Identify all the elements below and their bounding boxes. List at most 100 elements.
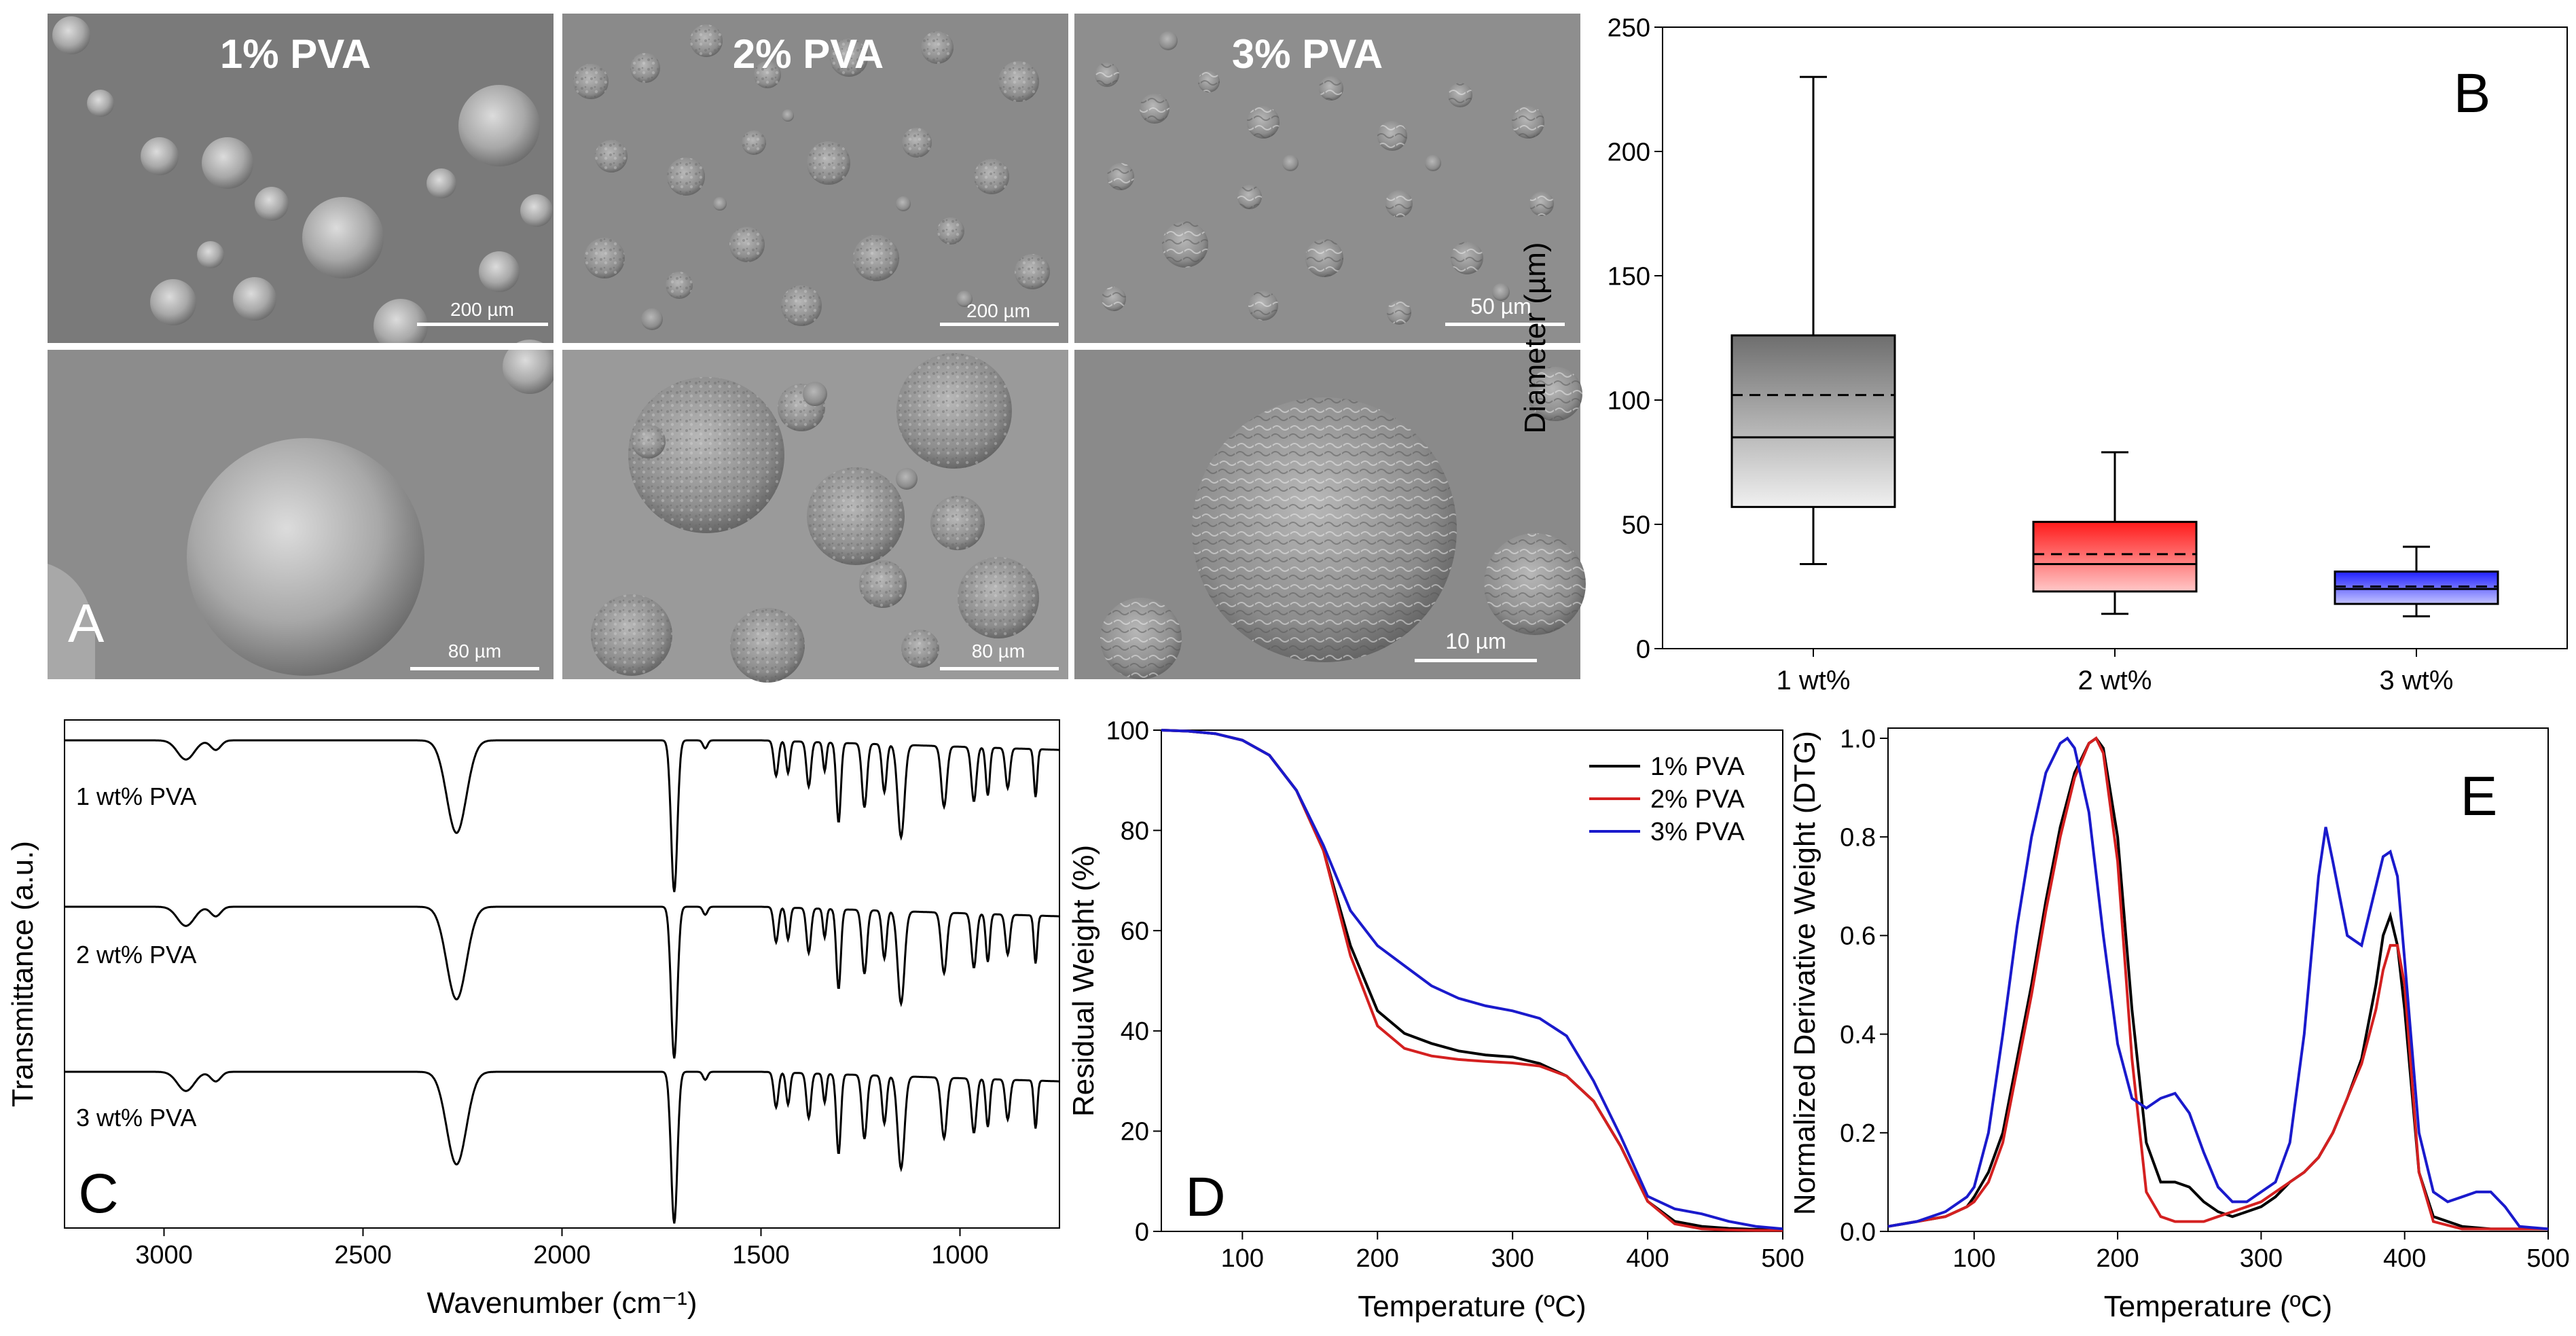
scale-label: 200 µm — [966, 300, 1030, 321]
series-line — [1887, 736, 2549, 1231]
x-tick-label: 3000 — [135, 1241, 193, 1269]
x-tick-label: 400 — [2383, 1244, 2426, 1273]
x-axis-title: Temperature (ºC) — [2104, 1290, 2332, 1323]
y-tick-label: 100 — [1608, 386, 1650, 415]
y-tick-label: 100 — [1106, 717, 1149, 745]
box-iqr — [1730, 334, 1896, 508]
sem-1pct-overview — [48, 14, 554, 353]
microsphere — [187, 438, 424, 676]
box-2 — [2032, 451, 2198, 615]
sem-1pct-closeup — [48, 340, 557, 679]
y-tick-label: 20 — [1121, 1118, 1149, 1147]
y-tick-label: 0.8 — [1840, 824, 1876, 852]
x-tick-label: 1 wt% — [1777, 666, 1851, 696]
panel-e-dtg: 100 200 300 400 500 0.0 0.2 0.4 0.6 0.8 1.0 Tempera… — [1788, 725, 2570, 1323]
microspheres — [573, 24, 1050, 330]
x-tick-label: 3 wt% — [2380, 666, 2454, 696]
y-tick-label: 150 — [1608, 262, 1650, 291]
y-tick-label: 0.2 — [1840, 1119, 1876, 1148]
y-axis-title: Diameter (µm) — [1519, 242, 1552, 433]
sem-2pct-closeup — [562, 350, 1068, 683]
scale-bar — [940, 667, 1059, 670]
x-tick-label: 2 wt% — [2078, 666, 2152, 696]
ftir-line — [65, 739, 1059, 892]
panel-letter: B — [2454, 62, 2491, 124]
scale-label: 50 µm — [1470, 294, 1531, 319]
panel-d-tga: 100 200 300 400 500 0 20 40 60 80 100 Temperature (… — [1067, 717, 1804, 1323]
x-tick-label: 2000 — [533, 1241, 591, 1269]
scale-bar — [410, 667, 539, 670]
series-label: 2 wt% PVA — [76, 941, 196, 969]
x-tick-label: 500 — [2526, 1244, 2569, 1273]
sem-label-1pct: 1% PVA — [220, 31, 371, 77]
panel-a: 1% PVA 2% PVA 3% PVA 200 µm 200 µm 50 µm… — [48, 14, 1586, 683]
series-line — [1161, 729, 1783, 1231]
legend-label: 3% PVA — [1650, 818, 1745, 846]
x-tick-label: 500 — [1761, 1244, 1804, 1273]
scale-label: 80 µm — [448, 640, 501, 662]
x-tick-label: 200 — [1356, 1244, 1399, 1273]
x-tick-label: 300 — [1491, 1244, 1534, 1273]
x-tick-label: 400 — [1626, 1244, 1669, 1273]
panel-letter: E — [2461, 765, 2498, 827]
y-axis-title: Transmittance (a.u.) — [6, 841, 39, 1107]
sem-2pct-overview — [562, 14, 1068, 343]
y-tick-label: 0 — [1135, 1218, 1149, 1246]
microspheres — [591, 353, 1039, 683]
series-label: 3 wt% PVA — [76, 1104, 196, 1132]
scale-label: 200 µm — [450, 299, 514, 320]
x-tick-label: 100 — [1221, 1244, 1264, 1273]
y-tick-label: 0 — [1636, 635, 1650, 664]
microspheres — [1095, 31, 1554, 325]
panel-letter-a: A — [68, 593, 105, 653]
ftir-line — [65, 1070, 1059, 1224]
scale-bar — [417, 323, 548, 326]
y-tick-label: 80 — [1121, 817, 1149, 846]
y-tick-label: 0.6 — [1840, 922, 1876, 951]
plot-frame — [1887, 727, 2549, 1232]
microspheres — [52, 16, 553, 353]
y-axis-title: Normalized Derivative Weight (DTG) — [1788, 731, 1821, 1215]
x-axis-title: Wavenumber (cm⁻¹) — [427, 1286, 697, 1320]
scale-label: 80 µm — [972, 640, 1025, 662]
panel-letter: D — [1185, 1166, 1225, 1228]
scale-label: 10 µm — [1445, 629, 1506, 653]
sem-label-3pct: 3% PVA — [1232, 31, 1383, 77]
plot-frame — [1161, 729, 1783, 1232]
x-tick-label: 300 — [2240, 1244, 2283, 1273]
x-tick-label: 2500 — [334, 1241, 392, 1269]
sem-3pct-overview — [1074, 14, 1580, 343]
y-tick-label: 40 — [1121, 1017, 1149, 1046]
x-tick-label: 1500 — [732, 1241, 790, 1269]
scale-bar — [1445, 323, 1565, 326]
x-tick-label: 200 — [2096, 1244, 2139, 1273]
x-tick-label: 100 — [1953, 1244, 1995, 1273]
sem-label-2pct: 2% PVA — [733, 31, 884, 77]
y-tick-label: 60 — [1121, 918, 1149, 946]
scale-bar — [940, 323, 1059, 326]
y-tick-label: 1.0 — [1840, 725, 1876, 753]
ftir-line — [65, 905, 1059, 1059]
box-3 — [2334, 545, 2499, 617]
microsphere-fragment — [48, 564, 95, 679]
box-iqr — [2032, 520, 2198, 593]
y-tick-label: 0.0 — [1840, 1218, 1876, 1246]
series-line — [1887, 736, 2548, 1231]
box-iqr — [2334, 571, 2499, 605]
y-tick-label: 250 — [1608, 14, 1650, 42]
x-tick-label: 1000 — [931, 1241, 989, 1269]
panel-b-boxplot: 0 50 100 150 200 250 1 wt% 2 wt% 3 wt% Diameter (… — [1519, 14, 2568, 696]
series-line — [1887, 736, 2548, 1231]
legend-label: 2% PVA — [1650, 785, 1745, 814]
y-tick-label: 50 — [1622, 511, 1650, 539]
sem-3pct-closeup — [1074, 350, 1586, 679]
panel-c-ftir: 3000 2500 2000 1500 1000 Wavenumber (cm⁻¹) Tra… — [6, 719, 1060, 1320]
legend-label: 1% PVA — [1650, 753, 1745, 781]
microsphere — [503, 340, 557, 394]
series-label: 1 wt% PVA — [76, 782, 196, 810]
x-axis-title: Temperature (ºC) — [1358, 1290, 1586, 1323]
panel-letter: C — [78, 1163, 118, 1225]
plot-frame — [64, 719, 1060, 1229]
scale-bar — [1415, 659, 1537, 662]
